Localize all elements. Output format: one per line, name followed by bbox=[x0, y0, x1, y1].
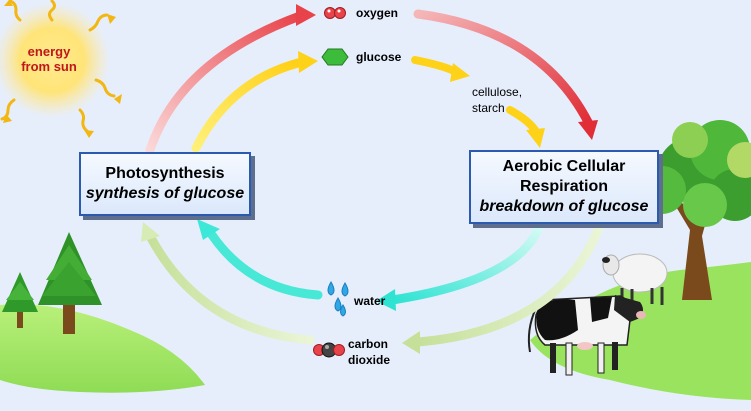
sun-label-line1: energy bbox=[27, 44, 71, 59]
carbon-dioxide-label-line2: dioxide bbox=[348, 353, 391, 367]
photosynthesis-subtitle: synthesis of glucose bbox=[85, 185, 245, 202]
cow-icon bbox=[527, 295, 646, 376]
sun-icon bbox=[0, 0, 122, 138]
photosynthesis-title: Photosynthesis bbox=[105, 165, 225, 182]
water-label: water bbox=[354, 294, 386, 308]
oxygen-label: oxygen bbox=[356, 6, 399, 20]
photosynthesis-box: Photosynthesis synthesis of glucose bbox=[79, 152, 251, 216]
respiration-box: Aerobic Cellular Respiration breakdown o… bbox=[469, 150, 659, 224]
cellulose-label: cellulose, bbox=[472, 85, 523, 99]
carbon-dioxide-molecule-icon bbox=[313, 342, 345, 358]
glucose-arrow bbox=[191, 51, 545, 153]
water-arrow bbox=[197, 219, 545, 311]
left-hill bbox=[0, 304, 205, 393]
sun-label: energy from sun bbox=[14, 44, 84, 74]
water-drops-icon bbox=[327, 281, 349, 317]
glucose-label: glucose bbox=[356, 50, 402, 64]
glucose-hexagon-icon bbox=[321, 48, 349, 66]
co2-arrow bbox=[141, 220, 605, 354]
carbon-dioxide-label-line1: carbon bbox=[348, 337, 389, 351]
starch-label: starch bbox=[472, 101, 505, 115]
respiration-subtitle: breakdown of glucose bbox=[479, 198, 649, 215]
tree-small-icon bbox=[2, 272, 38, 328]
tree-large-icon bbox=[38, 232, 102, 334]
oxygen-molecule-icon bbox=[324, 7, 346, 19]
respiration-title-line2: Respiration bbox=[519, 178, 608, 195]
respiration-title-line1: Aerobic Cellular bbox=[502, 158, 626, 175]
oxygen-arrow bbox=[145, 4, 598, 155]
sun-label-line2: from sun bbox=[21, 59, 77, 74]
